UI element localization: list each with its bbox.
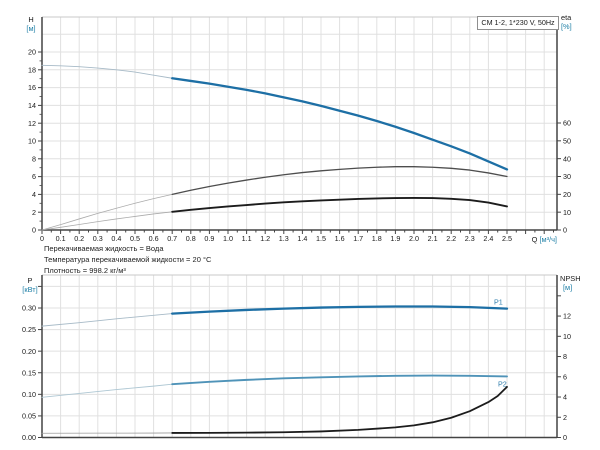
y-left-tick-label: 0.30 [22, 304, 36, 313]
y-right-tick-label: 4 [563, 393, 567, 402]
y-left-tick-label: 14 [28, 101, 36, 110]
y-right-tick-label: 10 [563, 332, 571, 341]
y-right-tick-label: 6 [563, 372, 567, 381]
y-left-tick-label: 18 [28, 65, 36, 74]
condition-liquid: Перекачиваемая жидкость = Вода [44, 244, 164, 253]
power-npsh-chart-plot-area [42, 275, 557, 438]
eta-pump-motor-curve [171, 196, 508, 213]
power-axis-title: P [кВт] [16, 276, 44, 294]
x-tick-label: 0.8 [186, 234, 196, 243]
npsh-axis-unit: [м] [563, 283, 573, 292]
NPSH-curve [171, 385, 508, 434]
x-tick-label: 2.1 [428, 234, 438, 243]
x-tick-label: 1.7 [353, 234, 363, 243]
y-right-tick-label: 12 [563, 312, 571, 321]
y-left-tick-label: 4 [32, 190, 36, 199]
condition-temperature: Температура перекачиваемой жидкости = 20… [44, 255, 212, 264]
P1-curve-thin [41, 313, 173, 327]
x-tick-label: 1.6 [335, 234, 345, 243]
y-right-tick-label: 0 [563, 433, 567, 442]
y-right-tick-label: 60 [563, 119, 571, 128]
flow-axis-unit: [м³/ч] [539, 235, 557, 244]
head-axis-title: H [м] [20, 15, 42, 33]
y-right-tick-label: 40 [563, 154, 571, 163]
y-right-tick-label: 0 [563, 226, 567, 235]
y-left-tick-label: 8 [32, 154, 36, 163]
y-left-tick-label: 20 [28, 48, 36, 57]
P2-curve-thin [41, 383, 173, 398]
condition-density: Плотность = 998.2 кг/м³ [44, 266, 126, 275]
x-tick-label: 2.2 [446, 234, 456, 243]
eta-axis-title: eta [%] [561, 13, 572, 31]
x-tick-label: 0.7 [167, 234, 177, 243]
y-right-tick-label: 8 [563, 352, 567, 361]
y-left-tick-label: 6 [32, 172, 36, 181]
y-left-tick-label: 12 [28, 119, 36, 128]
y-left-tick-label: 0 [32, 226, 36, 235]
y-left-tick-label: 16 [28, 83, 36, 92]
flow-axis-symbol: Q [531, 235, 538, 244]
y-right-tick-label: 20 [563, 190, 571, 199]
y-left-tick-label: 0.05 [22, 412, 36, 421]
x-tick-label: 0.3 [93, 234, 103, 243]
eta-axis-unit: [%] [561, 22, 572, 31]
P1-curve [171, 305, 509, 315]
x-tick-label: 1.1 [242, 234, 252, 243]
y-right-tick-label: 10 [563, 208, 571, 217]
x-tick-label: 1.4 [297, 234, 307, 243]
x-tick-label: 1.3 [279, 234, 289, 243]
x-tick-label: 0.6 [149, 234, 159, 243]
power-axis-symbol: P [27, 276, 33, 285]
npsh-axis-symbol: NPSH [560, 274, 581, 283]
flow-axis-title: Q [м³/ч] [480, 235, 557, 244]
y-left-tick-label: 2 [32, 208, 36, 217]
x-tick-label: 2.4 [483, 234, 493, 243]
y-left-tick-label: 0.25 [22, 325, 36, 334]
x-tick-label: 0.2 [74, 234, 84, 243]
x-tick-label: 2.5 [502, 234, 512, 243]
x-tick-label: 1.5 [316, 234, 326, 243]
x-tick-label: 1.2 [260, 234, 270, 243]
head-axis-symbol: H [28, 15, 34, 24]
x-tick-label: 0.5 [130, 234, 140, 243]
pump-model-title-box: CM 1-2, 1*230 V, 50Hz [477, 16, 559, 30]
x-tick-label: 1.0 [223, 234, 233, 243]
H-curve [171, 77, 509, 171]
eta-axis-symbol: eta [561, 13, 572, 22]
x-tick-label: 1.9 [390, 234, 400, 243]
x-tick-label: 1.8 [372, 234, 382, 243]
head-axis-unit: [м] [26, 24, 36, 33]
y-left-tick-label: 0.20 [22, 347, 36, 356]
x-tick-label: 0.1 [56, 234, 66, 243]
power-axis-unit: [кВт] [22, 285, 38, 294]
y-right-tick-label: 30 [563, 172, 571, 181]
y-left-tick-label: 0.15 [22, 368, 36, 377]
x-tick-label: 0.9 [204, 234, 214, 243]
x-tick-label: 2.3 [465, 234, 475, 243]
x-tick-label: 0.4 [111, 234, 121, 243]
y-left-tick-label: 0.00 [22, 433, 36, 442]
x-tick-label: 2.0 [409, 234, 419, 243]
eta-pump-curve-thin [41, 193, 173, 231]
npsh-axis-title: NPSH [м] [560, 274, 581, 292]
P2-curve [171, 374, 508, 386]
H-curve-thin [41, 64, 173, 79]
y-left-tick-label: 0.10 [22, 390, 36, 399]
eta-pump-curve [171, 166, 508, 195]
y-right-tick-label: 2 [563, 413, 567, 422]
P1-curve-label: P1 [494, 298, 503, 307]
P2-curve-label: P2 [498, 379, 507, 388]
y-right-tick-label: 50 [563, 136, 571, 145]
y-left-tick-label: 10 [28, 137, 36, 146]
x-tick-label: 0 [40, 234, 44, 243]
eta-pump-motor-curve-thin [41, 211, 173, 231]
